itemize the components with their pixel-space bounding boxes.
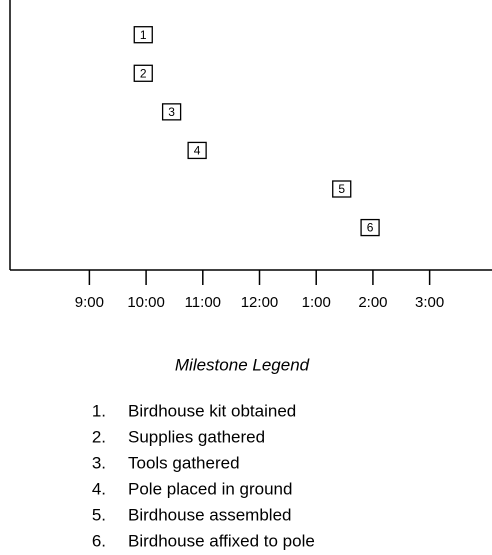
milestone-label: 2 <box>140 66 147 80</box>
legend-title: Milestone Legend <box>175 355 310 374</box>
x-tick-label: 3:00 <box>415 294 444 311</box>
x-tick-label: 11:00 <box>185 294 221 311</box>
milestone-marker <box>133 26 153 44</box>
milestone-label: 4 <box>194 144 201 158</box>
legend-item: Supplies gathered <box>128 427 265 446</box>
milestone-marker <box>332 180 352 198</box>
x-tick-label: 12:00 <box>241 294 279 311</box>
milestone-label: 6 <box>367 221 374 235</box>
milestone-marker <box>133 64 153 82</box>
x-tick-label: 2:00 <box>358 294 387 311</box>
legend-number: 1. <box>92 401 106 420</box>
legend-item: Birdhouse kit obtained <box>128 401 296 420</box>
legend-item: Birdhouse affixed to pole <box>128 531 315 550</box>
x-tick-label: 10:00 <box>127 294 165 311</box>
legend-item: Birdhouse assembled <box>128 505 291 524</box>
legend-number: 2. <box>92 427 106 446</box>
legend-number: 6. <box>92 531 106 550</box>
milestone-label: 5 <box>338 182 345 196</box>
legend-number: 4. <box>92 479 106 498</box>
milestone-label: 3 <box>168 105 175 119</box>
legend-number: 5. <box>92 505 106 524</box>
milestone-marker <box>187 141 207 160</box>
milestone-marker <box>161 103 182 121</box>
legend-item: Pole placed in ground <box>128 479 292 498</box>
milestone-label: 1 <box>140 28 147 42</box>
milestone-marker <box>360 218 380 237</box>
legend-item: Tools gathered <box>128 453 240 472</box>
x-tick-label: 1:00 <box>302 294 331 311</box>
legend-number: 3. <box>92 453 106 472</box>
x-tick-label: 9:00 <box>75 294 104 311</box>
